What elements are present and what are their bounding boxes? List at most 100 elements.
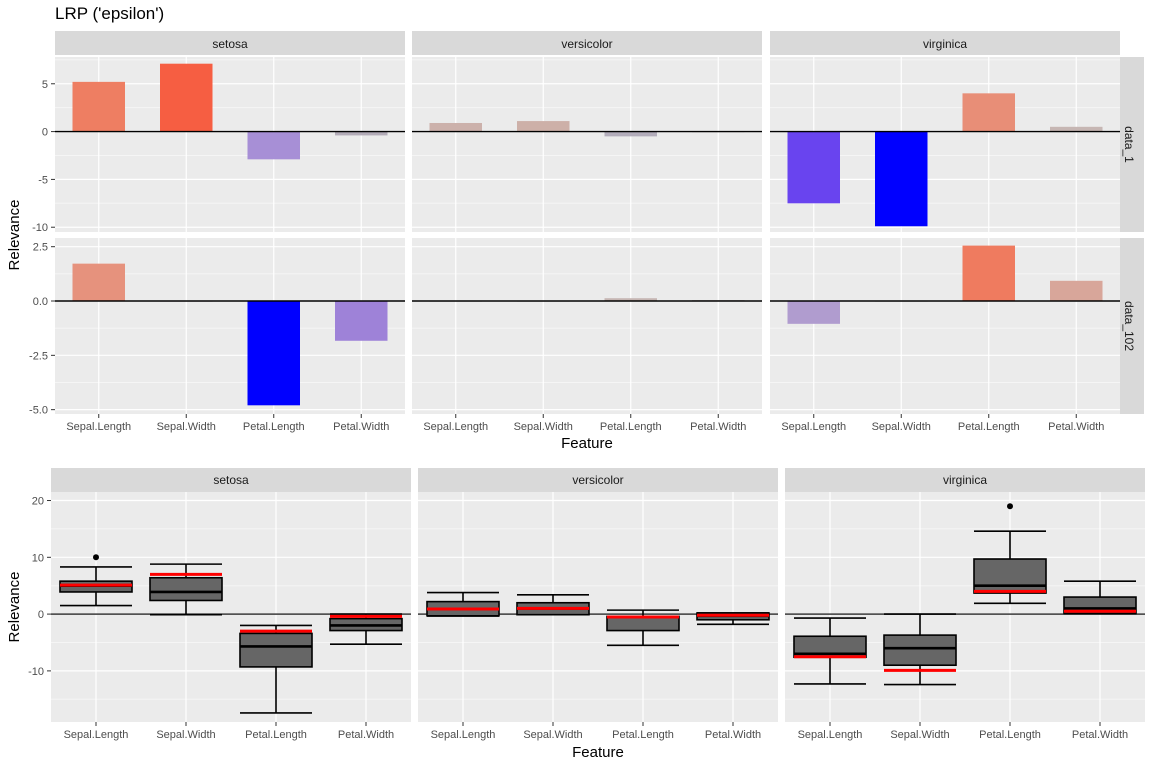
boxplot-panel-setosa [51,492,411,722]
x-tick-label: Sepal.Width [890,729,949,741]
bar-sepal-length [787,301,840,324]
panel-versicolor-data-102 [412,238,762,414]
box-iqr [606,615,680,632]
bar-petal-width [1050,280,1103,302]
outlier-point [93,554,99,561]
bar-petal-length [247,301,300,406]
x-tick-label: Sepal.Length [64,729,129,741]
bar-petal-length [962,245,1015,302]
row-strip-data-1 [1120,57,1144,232]
x-tick-label: Sepal.Length [423,421,488,433]
x-tick-label: Sepal.Width [156,729,215,741]
facet-strip-setosa [55,31,405,55]
bottom-x-axis-title: Feature [572,744,624,761]
facet-strip-versicolor [412,31,762,55]
row-label-data-1: data_1 [1122,126,1136,163]
bar-petal-length [247,131,300,160]
facet-strip-virginica [770,31,1120,55]
x-tick-label: Petal.Width [333,421,389,433]
panel-background [770,238,1120,414]
box-iqr [239,632,313,668]
x-tick-label: Sepal.Width [157,421,216,433]
panel-setosa-data-102 [55,238,405,414]
facet-label-virginica: virginica [923,37,967,51]
bar-sepal-length [72,263,125,302]
panel-virginica-data-102 [770,238,1120,414]
x-tick-label: Petal.Width [338,729,394,741]
outlier-point [1007,503,1013,510]
facet-label-versicolor: versicolor [572,473,623,487]
x-tick-label: Petal.Width [1048,421,1104,433]
row-label-data-102: data_102 [1122,301,1136,351]
panel-versicolor-data-1 [412,57,762,232]
bar-sepal-width [875,131,928,227]
y-tick-label: 2.5 [33,242,48,254]
x-tick-label: Petal.Length [979,729,1041,741]
panel-background [51,492,411,722]
facet-strip-versicolor [418,468,778,492]
y-tick-label: 20 [32,496,44,508]
boxplot-panel-versicolor [418,492,778,722]
y-tick-label: -5.0 [29,405,48,417]
box-iqr [883,634,957,667]
box-petal-length [239,624,313,714]
x-tick-label: Petal.Length [245,729,307,741]
boxplot-section: -10 0 10 20 setosa Sepal.Length Sepal.Width Pet… [28,468,1145,741]
box-sepal-width [883,613,957,686]
bar-petal-width [1050,126,1103,132]
x-tick-label: Sepal.Width [872,421,931,433]
bar-petal-width [335,301,388,341]
x-tick-label: Petal.Length [612,729,674,741]
box-sepal-length [426,591,500,617]
bar-petal-length [962,93,1015,132]
x-tick-label: Sepal.Length [781,421,846,433]
figure-title: LRP ('epsilon') [55,4,164,23]
bar-chart-section: setosa versicolor virginica data_1 -10 -5 0 5 da… [29,31,1144,433]
x-tick-label: Petal.Width [690,421,746,433]
x-tick-label: Petal.Length [600,421,662,433]
facet-strip-virginica [785,468,1145,492]
facet-label-setosa: setosa [212,37,248,51]
box-petal-length [606,609,680,647]
y-tick-label: 0.0 [33,296,48,308]
y-tick-label: 5 [42,79,48,91]
box-sepal-width [149,563,223,616]
box-iqr [149,576,223,602]
y-tick-label: -10 [28,666,44,678]
bar-sepal-length [72,81,125,132]
facet-label-virginica: virginica [943,473,987,487]
x-tick-label: Sepal.Length [431,729,496,741]
y-tick-label: -10 [32,222,48,234]
top-y-axis-title: Relevance [6,200,23,271]
bottom-y-axis-title: Relevance [6,572,23,643]
box-sepal-length [793,617,867,685]
x-tick-label: Sepal.Length [66,421,131,433]
box-sepal-width [516,593,590,616]
bar-petal-length [604,298,657,302]
boxplot-panel-virginica [785,492,1145,722]
bar-petal-length [604,131,657,137]
x-tick-label: Petal.Length [243,421,305,433]
x-tick-label: Sepal.Length [798,729,863,741]
y-tick-label: -5 [38,174,48,186]
y-tick-label: -2.5 [29,350,48,362]
y-tick-label: 0 [42,127,48,139]
panel-setosa-data-1 [55,57,405,232]
box-petal-width [696,612,770,626]
y-tick-label: 0 [38,609,44,621]
y-tick-label: 10 [32,552,44,564]
x-tick-label: Sepal.Width [514,421,573,433]
bar-sepal-width [517,121,570,132]
x-tick-label: Petal.Width [1072,729,1128,741]
box-sepal-length [59,554,133,607]
top-x-axis-title: Feature [561,435,613,452]
x-tick-label: Petal.Width [705,729,761,741]
bar-petal-width [335,131,388,136]
x-tick-label: Sepal.Width [523,729,582,741]
panel-virginica-data-1 [770,57,1120,232]
facet-label-setosa: setosa [213,473,249,487]
facet-strip-setosa [51,468,411,492]
facet-label-versicolor: versicolor [561,37,612,51]
panel-background [412,238,762,414]
